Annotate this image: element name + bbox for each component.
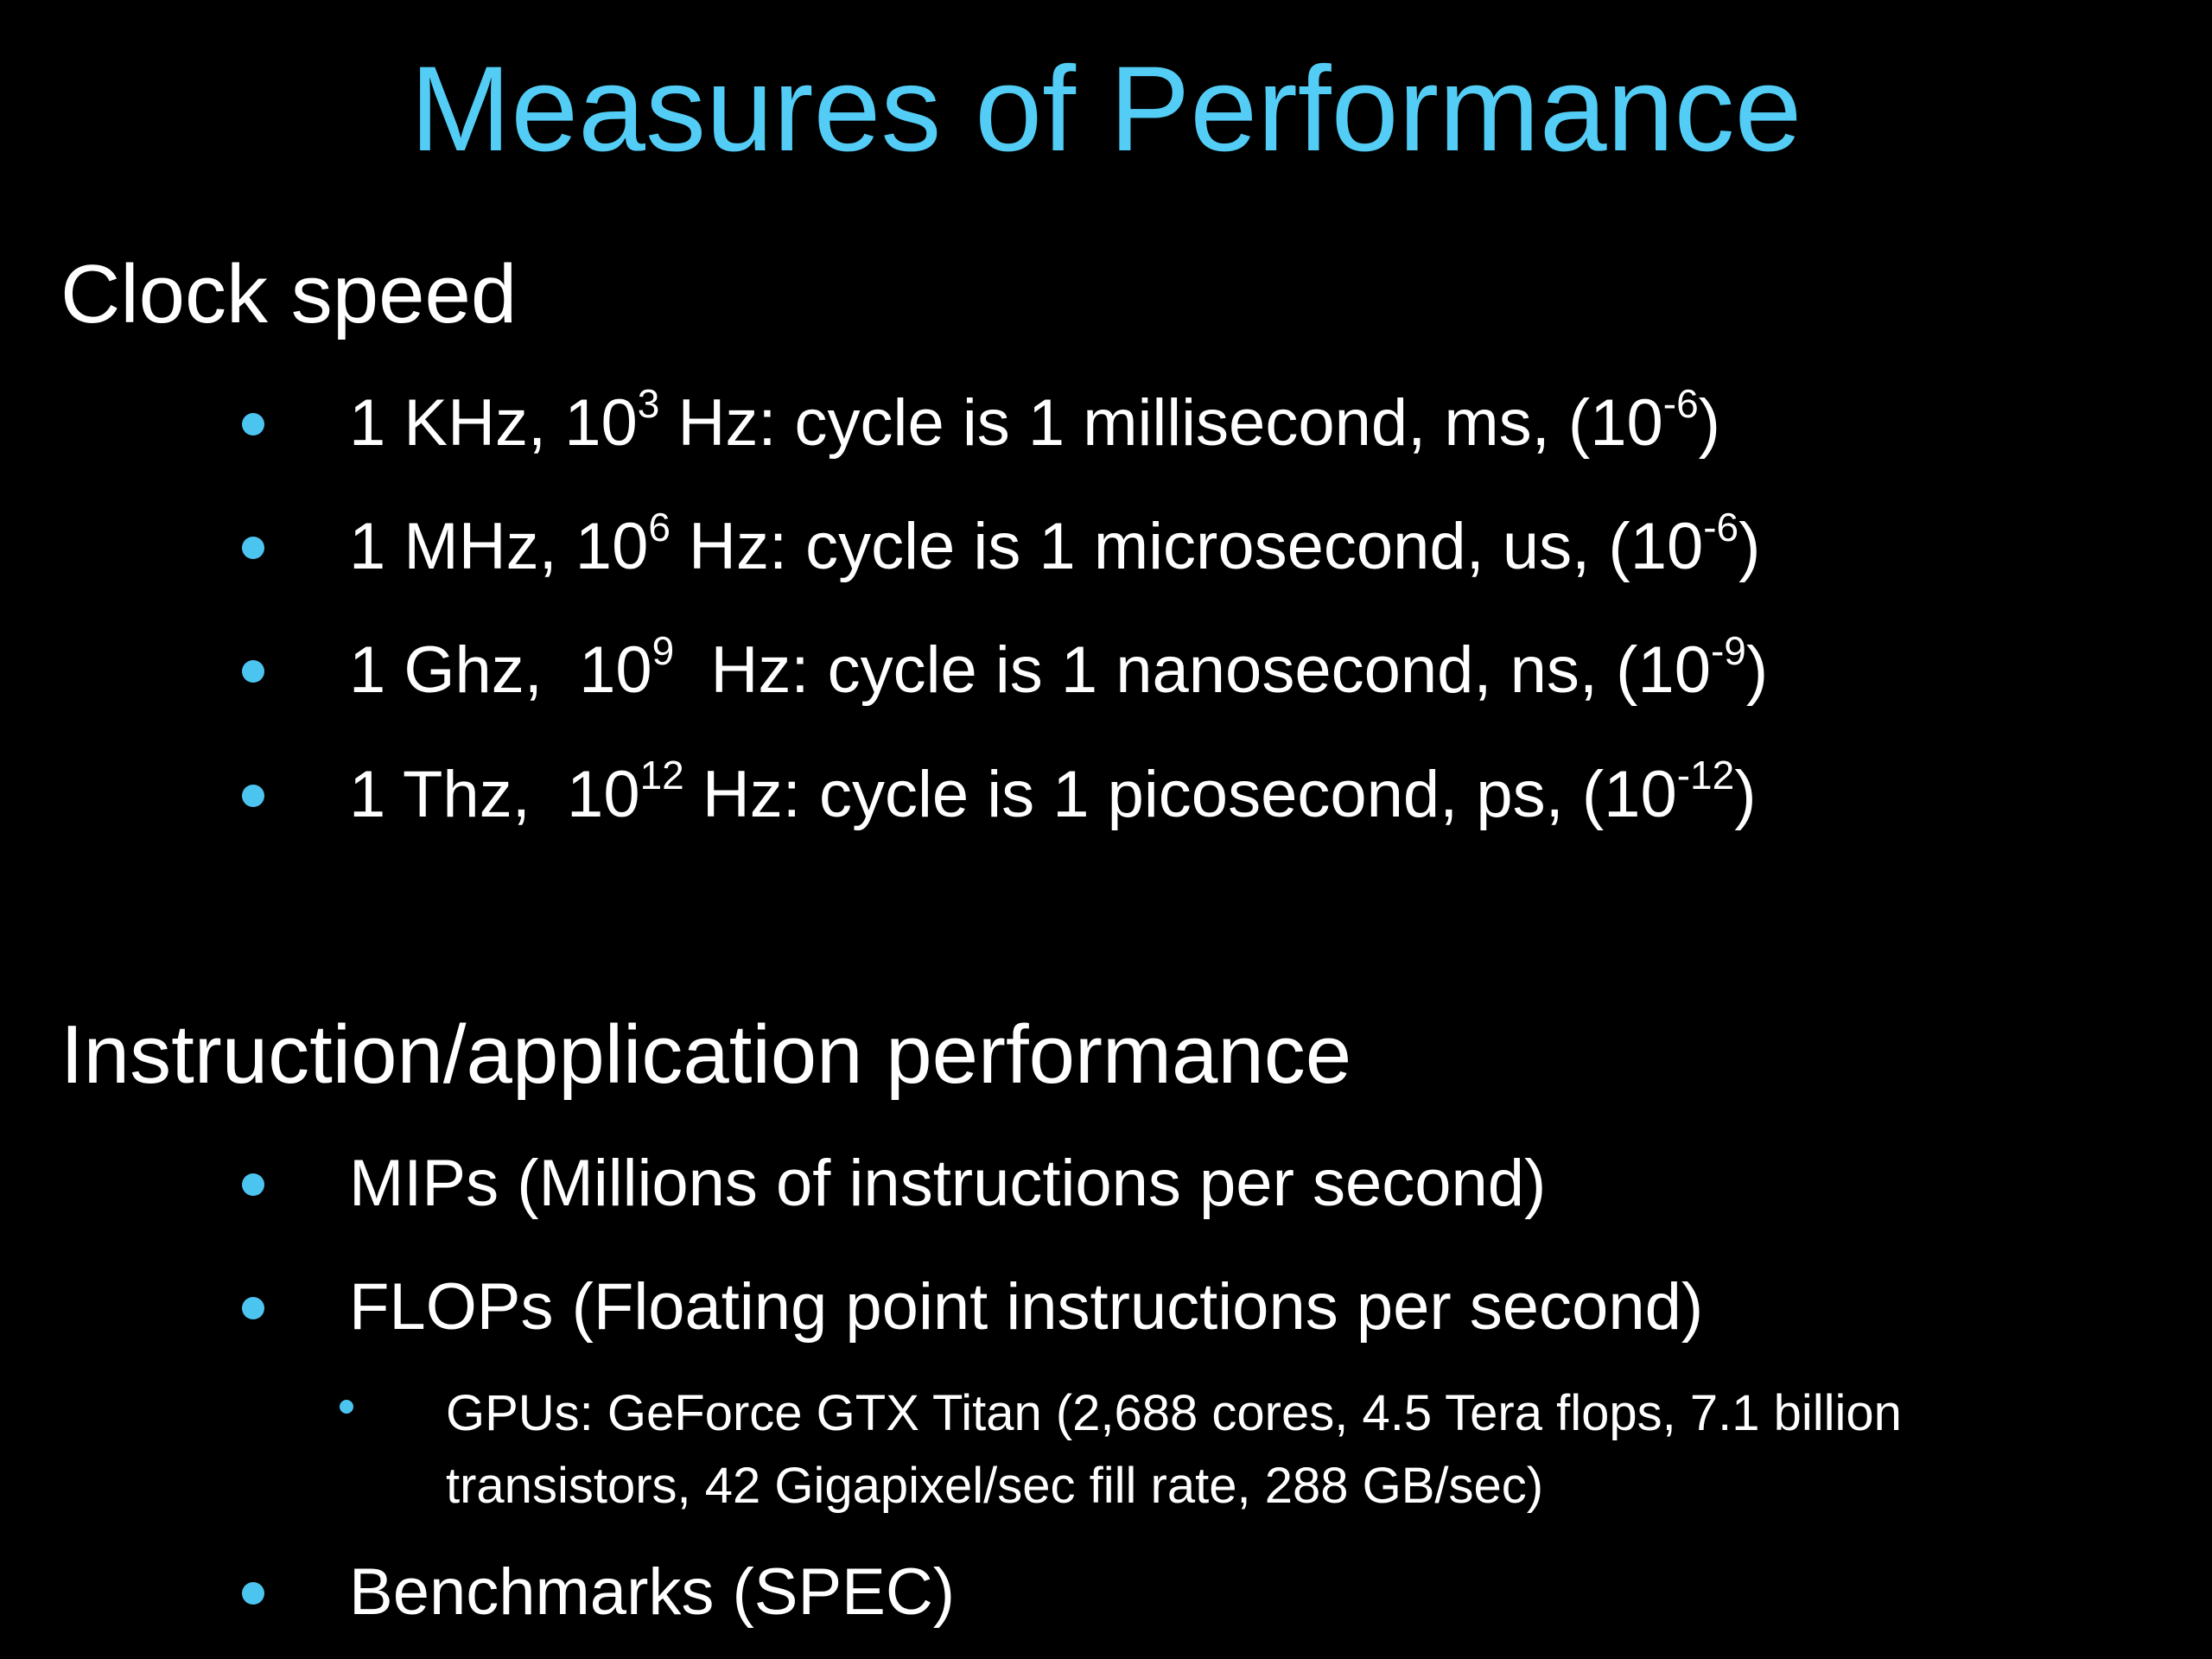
sub-bullet-dot: [340, 1400, 353, 1414]
exponent: -6: [1662, 380, 1699, 426]
exponent: -12: [1676, 752, 1735, 798]
exponent: -6: [1703, 504, 1739, 550]
section-heading-instruction-performance: Instruction/application performance: [60, 1008, 1352, 1101]
bullet-dot: [242, 537, 264, 559]
sub-bullet-text: GPUs: GeForce GTX Titan (2,688 cores, 4.…: [446, 1377, 1902, 1522]
exponent: 6: [648, 504, 671, 550]
bullet-text: 1 MHz, 106 Hz: cycle is 1 microsecond, u…: [349, 504, 1761, 583]
bullet-text: 1 KHz, 103 Hz: cycle is 1 millisecond, m…: [349, 380, 1720, 460]
bullet-dot: [242, 1297, 264, 1319]
exponent: 12: [639, 752, 684, 798]
bullet-dot: [242, 785, 264, 807]
list-item-flops: FLOPs (Floating point instructions per s…: [0, 1264, 2212, 1368]
exponent: 3: [637, 380, 660, 426]
bullet-dot: [242, 660, 264, 683]
bullet-dot: [242, 413, 264, 435]
bullet-text: FLOPs (Floating point instructions per s…: [349, 1270, 1704, 1344]
bullet-text: Benchmarks (SPEC): [349, 1555, 956, 1629]
list-item-benchmarks: Benchmarks (SPEC): [0, 1549, 2212, 1653]
bullet-dot: [242, 1582, 264, 1605]
list-item-clock-mhz: 1 MHz, 106 Hz: cycle is 1 microsecond, u…: [0, 504, 2212, 607]
sub-list-item-gpus: GPUs: GeForce GTX Titan (2,688 cores, 4.…: [0, 1377, 2212, 1524]
bullet-dot: [242, 1173, 264, 1196]
bullet-text: 1 Thz, 1012 Hz: cycle is 1 picosecond, p…: [349, 752, 1757, 831]
bullet-text: 1 Ghz, 109 Hz: cycle is 1 nanosecond, ns…: [349, 627, 1769, 707]
section-heading-clock-speed: Clock speed: [60, 248, 518, 340]
sub-bullet-line-1: GPUs: GeForce GTX Titan (2,688 cores, 4.…: [446, 1385, 1902, 1441]
exponent: 9: [652, 627, 675, 673]
slide-title: Measures of Performance: [410, 41, 1802, 176]
list-item-clock-thz: 1 Thz, 1012 Hz: cycle is 1 picosecond, p…: [0, 752, 2212, 855]
list-item-clock-khz: 1 KHz, 103 Hz: cycle is 1 millisecond, m…: [0, 380, 2212, 484]
list-item-mips: MIPs (Millions of instructions per secon…: [0, 1141, 2212, 1244]
sub-bullet-line-2: transistors, 42 Gigapixel/sec fill rate,…: [446, 1458, 1544, 1514]
exponent: -9: [1710, 627, 1746, 673]
bullet-text: MIPs (Millions of instructions per secon…: [349, 1147, 1547, 1220]
list-item-clock-ghz: 1 Ghz, 109 Hz: cycle is 1 nanosecond, ns…: [0, 627, 2212, 731]
